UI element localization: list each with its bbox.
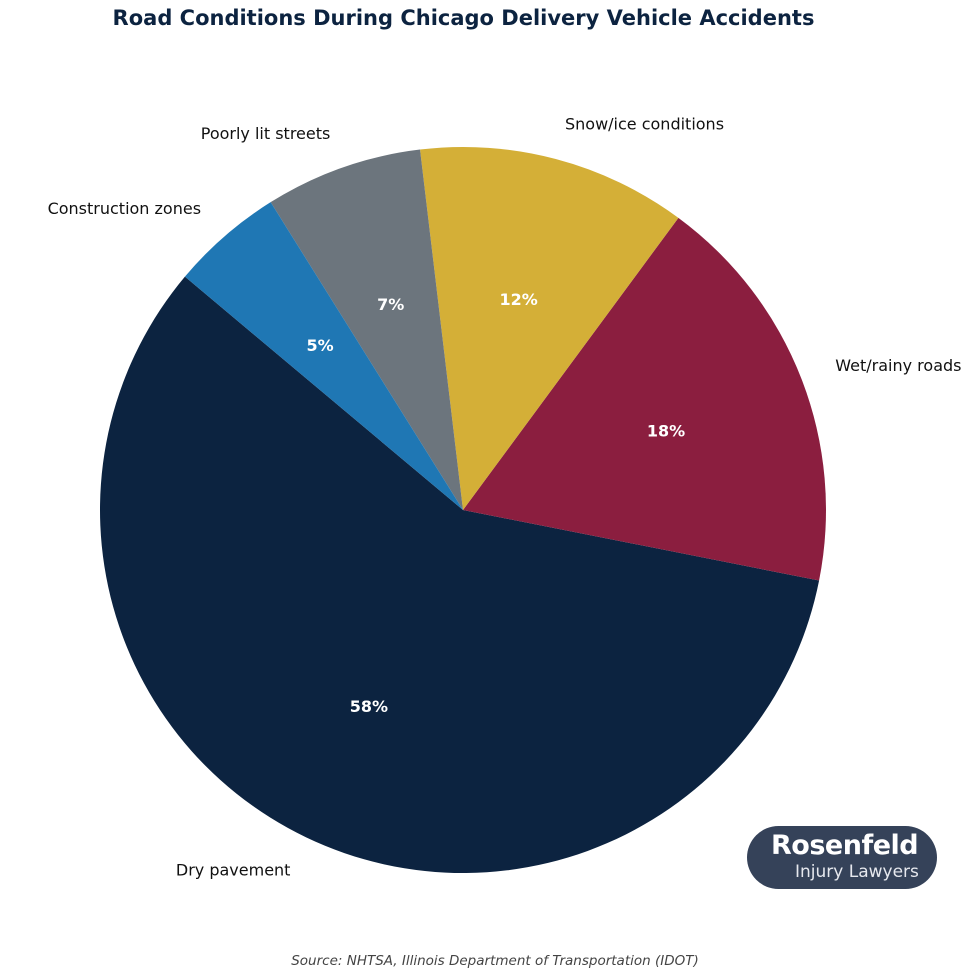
pie-slice-poorly-lit-streets xyxy=(270,149,463,510)
source-note: Source: NHTSA, Illinois Department of Tr… xyxy=(291,953,699,969)
slice-label: Snow/ice conditions xyxy=(565,114,724,133)
pie-slice-snow-ice-conditions xyxy=(420,147,679,511)
logo-tagline: Injury Lawyers xyxy=(795,862,919,882)
slice-label: Dry pavement xyxy=(176,861,291,880)
slice-label: Poorly lit streets xyxy=(201,124,331,143)
slice-label: Wet/rainy roads xyxy=(835,356,961,375)
chart-title: Road Conditions During Chicago Delivery … xyxy=(112,6,815,30)
pie-slice-dry-pavement xyxy=(100,276,820,873)
slice-percent-label: 12% xyxy=(499,290,537,309)
slice-percent-label: 58% xyxy=(350,697,388,716)
pie-slice-construction-zones xyxy=(184,202,463,510)
slice-percent-label: 7% xyxy=(377,295,404,314)
slice-label: Construction zones xyxy=(48,199,201,218)
logo-name: Rosenfeld xyxy=(771,830,919,861)
pie-slice-wet-rainy-roads xyxy=(463,217,826,581)
slice-percent-label: 18% xyxy=(647,422,685,441)
rosenfeld-logo: Rosenfeld Injury Lawyers xyxy=(747,826,937,889)
slice-percent-label: 5% xyxy=(307,336,334,355)
